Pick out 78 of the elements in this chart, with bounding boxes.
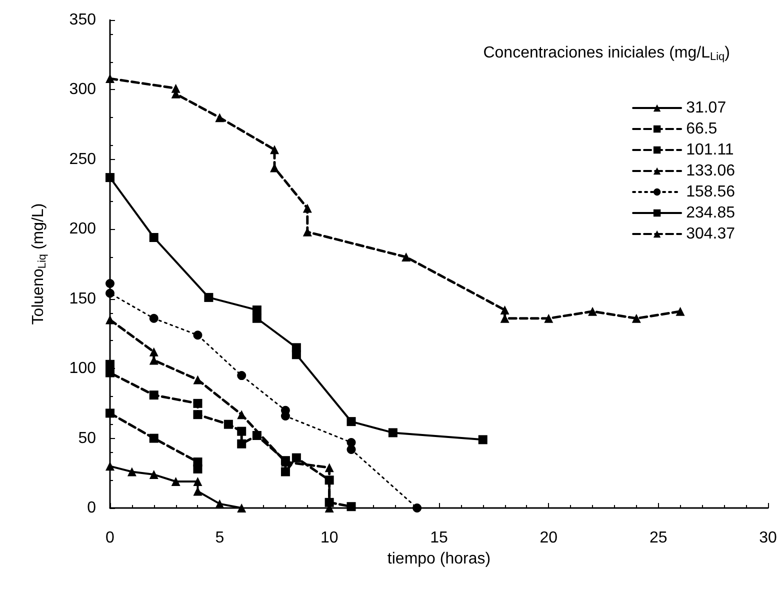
point xyxy=(127,467,136,476)
point xyxy=(106,279,114,288)
x-tick-label: 25 xyxy=(649,530,668,546)
point xyxy=(149,347,158,356)
point xyxy=(193,410,202,420)
legend-label: 234.85 xyxy=(686,204,736,222)
point xyxy=(106,360,114,369)
point xyxy=(171,477,180,486)
point xyxy=(324,463,334,472)
point xyxy=(106,74,114,84)
point xyxy=(324,498,334,507)
point xyxy=(237,426,246,436)
point xyxy=(346,417,356,426)
point xyxy=(193,464,202,474)
legend-label: 133.06 xyxy=(686,162,736,180)
point xyxy=(224,420,233,429)
point xyxy=(237,371,246,380)
x-tick-label: 0 xyxy=(106,530,115,546)
point xyxy=(149,314,158,323)
point xyxy=(252,306,262,315)
y-axis-title: ToluenoLiq (mg/L) xyxy=(30,203,48,325)
point xyxy=(500,306,510,315)
legend-label: 66.5 xyxy=(686,120,718,138)
point xyxy=(544,314,554,323)
y-tick-label: 50 xyxy=(78,430,96,447)
point xyxy=(302,204,312,213)
point xyxy=(193,330,202,340)
point xyxy=(252,314,262,323)
point xyxy=(149,233,158,242)
point xyxy=(402,252,411,262)
point xyxy=(193,477,202,486)
y-tick-label: 200 xyxy=(69,220,96,238)
point xyxy=(106,288,114,298)
point xyxy=(237,439,246,448)
x-tick-label: 15 xyxy=(430,530,448,546)
point xyxy=(292,453,301,462)
x-axis-title: tiempo (horas) xyxy=(387,550,491,568)
y-tick-label: 250 xyxy=(69,150,96,168)
point xyxy=(588,306,598,316)
y-tick-label: 100 xyxy=(69,360,96,378)
point xyxy=(149,434,158,443)
x-tick-label: 5 xyxy=(215,530,224,546)
legend-label: 31.07 xyxy=(686,100,726,116)
y-tick-label: 300 xyxy=(69,81,96,98)
point xyxy=(676,306,685,316)
legend-label: 101.11 xyxy=(686,142,734,158)
y-tick-label: 150 xyxy=(69,290,96,308)
point xyxy=(193,375,202,384)
point xyxy=(106,368,114,378)
x-tick-label: 20 xyxy=(540,530,558,546)
point xyxy=(324,476,334,485)
point xyxy=(237,410,246,420)
point xyxy=(106,173,114,182)
point xyxy=(149,390,158,400)
point xyxy=(106,315,114,324)
point xyxy=(193,398,202,408)
y-tick-label: 350 xyxy=(69,12,96,28)
point xyxy=(215,113,224,122)
point xyxy=(412,504,422,512)
y-tick-label: 0 xyxy=(87,500,96,516)
point xyxy=(270,145,279,154)
point xyxy=(149,470,158,480)
point xyxy=(237,504,246,512)
x-tick-label: 10 xyxy=(320,530,338,546)
point xyxy=(204,292,214,302)
point xyxy=(106,408,114,418)
point xyxy=(252,430,262,440)
x-tick-label: 30 xyxy=(759,530,777,546)
point xyxy=(346,502,356,512)
point xyxy=(388,428,398,438)
point xyxy=(478,435,488,444)
point xyxy=(632,314,641,323)
legend-label: 304.37 xyxy=(686,226,736,242)
legend-label: 158.56 xyxy=(686,184,736,200)
point xyxy=(106,462,114,471)
point xyxy=(215,499,224,508)
point xyxy=(280,467,290,476)
point xyxy=(292,350,301,360)
